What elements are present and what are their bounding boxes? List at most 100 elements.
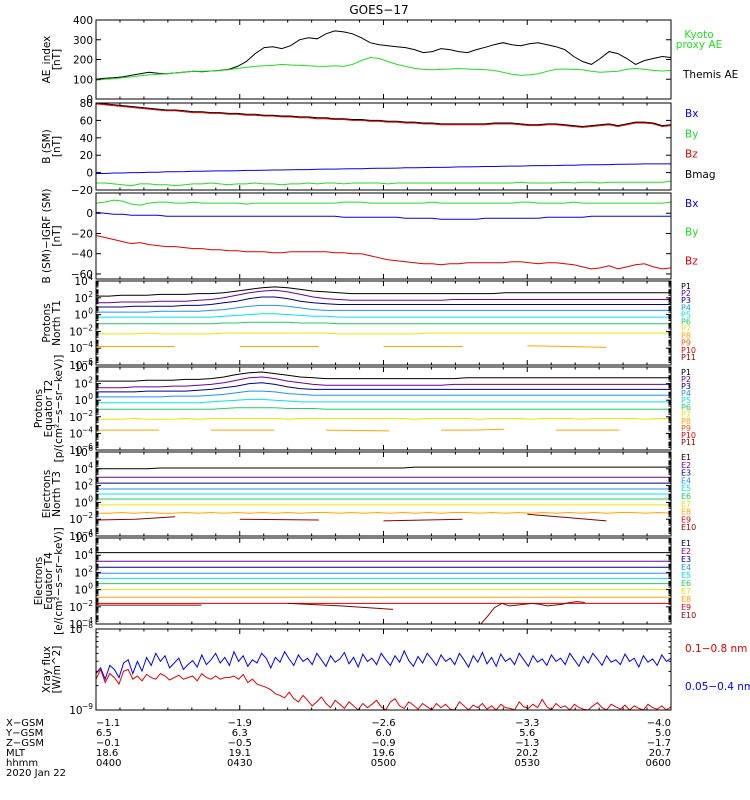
- footer-value-z: −0.9: [371, 738, 395, 749]
- footer-row-label: Z−GSM: [6, 738, 44, 749]
- y-tick-exponent: 2: [88, 478, 93, 487]
- y-tick-label: 10: [69, 445, 82, 457]
- legend-entry: P4: [681, 303, 691, 312]
- y-tick-exponent: 4: [88, 273, 93, 282]
- y-tick-exponent: 4: [88, 461, 93, 470]
- y-tick-label: 300: [73, 35, 93, 47]
- legend-entry: 0.1−0.8 nm: [685, 643, 747, 655]
- y-tick-label: 10: [74, 567, 87, 579]
- legend-entry: E6: [681, 579, 691, 588]
- y-tick-label: 10: [74, 481, 87, 493]
- legend-entry: E7: [681, 587, 691, 596]
- y-tick-label: 0: [86, 94, 93, 106]
- legend-entry: P5: [681, 396, 691, 405]
- legend-entry: By: [685, 227, 698, 239]
- panel-frame-xray: [95, 628, 672, 711]
- y-tick-exponent: −9: [82, 702, 93, 711]
- y-tick-exponent: 0: [88, 494, 93, 503]
- y-tick-label: 10: [74, 550, 87, 562]
- y-axis-label: [e/(cm²−s−sr−keV)]: [53, 527, 65, 635]
- y-tick-exponent: −2: [82, 511, 93, 520]
- series-bsmigrf-bz: [96, 235, 671, 270]
- footer-value-z: −1.7: [647, 738, 671, 749]
- y-axis-label: Xray flux: [41, 646, 53, 693]
- y-tick-label: 10: [74, 497, 87, 509]
- legend-entry: P11: [681, 353, 696, 362]
- y-axis-label: North T1: [51, 300, 63, 346]
- y-axis-label: [W/m^2]: [51, 646, 63, 694]
- footer-value-hhmm: 0400: [96, 758, 121, 769]
- legend-entry: E3: [681, 555, 691, 564]
- series-protons_t1-p7: [96, 332, 671, 335]
- footer-value-y: 5.6: [519, 728, 535, 739]
- series-electrons_t4-e10-seg1: [287, 602, 394, 610]
- legend-entry: P9: [681, 424, 691, 433]
- y-tick-label: 100: [73, 74, 93, 86]
- legend-entry: By: [685, 128, 698, 140]
- legend-entry: Bx: [685, 108, 698, 120]
- y-tick-label: 10: [74, 533, 87, 545]
- footer-row-label: hhmm: [6, 758, 38, 769]
- y-axis-label: [p/(cm²−s−sr−keV)]: [53, 355, 65, 463]
- series-protons_t1-p4: [96, 304, 671, 313]
- footer-value-mlt: 19.1: [229, 748, 251, 759]
- series-protons_t1-p6: [96, 321, 671, 325]
- y-tick-label: 0: [86, 208, 93, 220]
- y-tick-label: 10: [69, 326, 82, 338]
- y-tick-label: 10: [69, 360, 82, 372]
- footer-value-mlt: 20.7: [649, 748, 671, 759]
- series-protons_t2-p6: [96, 407, 671, 410]
- y-tick-label: 10: [74, 395, 87, 407]
- legend-entry: P7: [681, 325, 691, 334]
- footer-value-x: −3.3: [515, 718, 539, 729]
- series-electrons_t3-e8: [96, 511, 671, 514]
- legend-entry: E2: [681, 461, 691, 470]
- y-tick-label: 60: [80, 115, 93, 127]
- y-axis-label: Electrons: [41, 470, 53, 519]
- footer-value-x: −1.1: [96, 718, 120, 729]
- y-tick-label: 10: [69, 343, 82, 355]
- y-axis-label: North T3: [51, 471, 63, 517]
- series-ae-kyoto-proxy-ae: [96, 56, 671, 81]
- y-tick-label: 0: [86, 168, 93, 180]
- y-axis-label: Equator T2: [43, 380, 55, 438]
- y-tick-exponent: −6: [82, 357, 93, 366]
- y-tick-exponent: −8: [82, 621, 93, 630]
- series-protons_t2-p5: [96, 398, 671, 404]
- y-tick-exponent: 0: [88, 307, 93, 316]
- plot-title: GOES−17: [349, 3, 408, 17]
- y-tick-exponent: 2: [88, 564, 93, 573]
- legend-entry: 0.05−0.4 nm: [685, 681, 750, 693]
- y-axis-label: B (SM)−IGRF (SM): [41, 188, 53, 283]
- series-protons_t1-p2: [96, 289, 671, 304]
- series-protons_t2-p8-seg2: [325, 429, 390, 432]
- panel-frame-electrons_t4: [95, 537, 672, 625]
- legend-entry: Bz: [685, 255, 698, 267]
- legend-entry: Bmag: [685, 169, 716, 181]
- legend-entry: P9: [681, 339, 691, 348]
- y-tick-label: 10: [74, 276, 87, 288]
- series-protons_t2-p3: [96, 382, 671, 393]
- footer-value-hhmm: 0530: [515, 758, 540, 769]
- y-axis-label: [nT]: [51, 225, 63, 246]
- series-bsm-bx: [96, 163, 671, 174]
- series-electrons_t3-e1: [96, 466, 671, 470]
- y-tick-exponent: −4: [82, 528, 93, 537]
- y-axis-label: Equator T4: [43, 552, 55, 610]
- y-tick-exponent: 4: [88, 359, 93, 368]
- y-tick-label: 10: [69, 619, 82, 631]
- series-bsm-by: [96, 180, 671, 187]
- footer-value-x: −2.6: [371, 718, 395, 729]
- legend-entry: P2: [681, 289, 691, 298]
- footer-value-y: 6.3: [232, 728, 248, 739]
- y-tick-label: 20: [80, 150, 93, 162]
- series-electrons_t3-e9-seg1: [239, 518, 319, 521]
- legend-entry: P4: [681, 389, 691, 398]
- legend-entry: P7: [681, 410, 691, 419]
- legend-entry: Bz: [685, 149, 698, 161]
- series-protons_t2-p7: [96, 417, 671, 421]
- series-bsm-bz: [96, 103, 671, 128]
